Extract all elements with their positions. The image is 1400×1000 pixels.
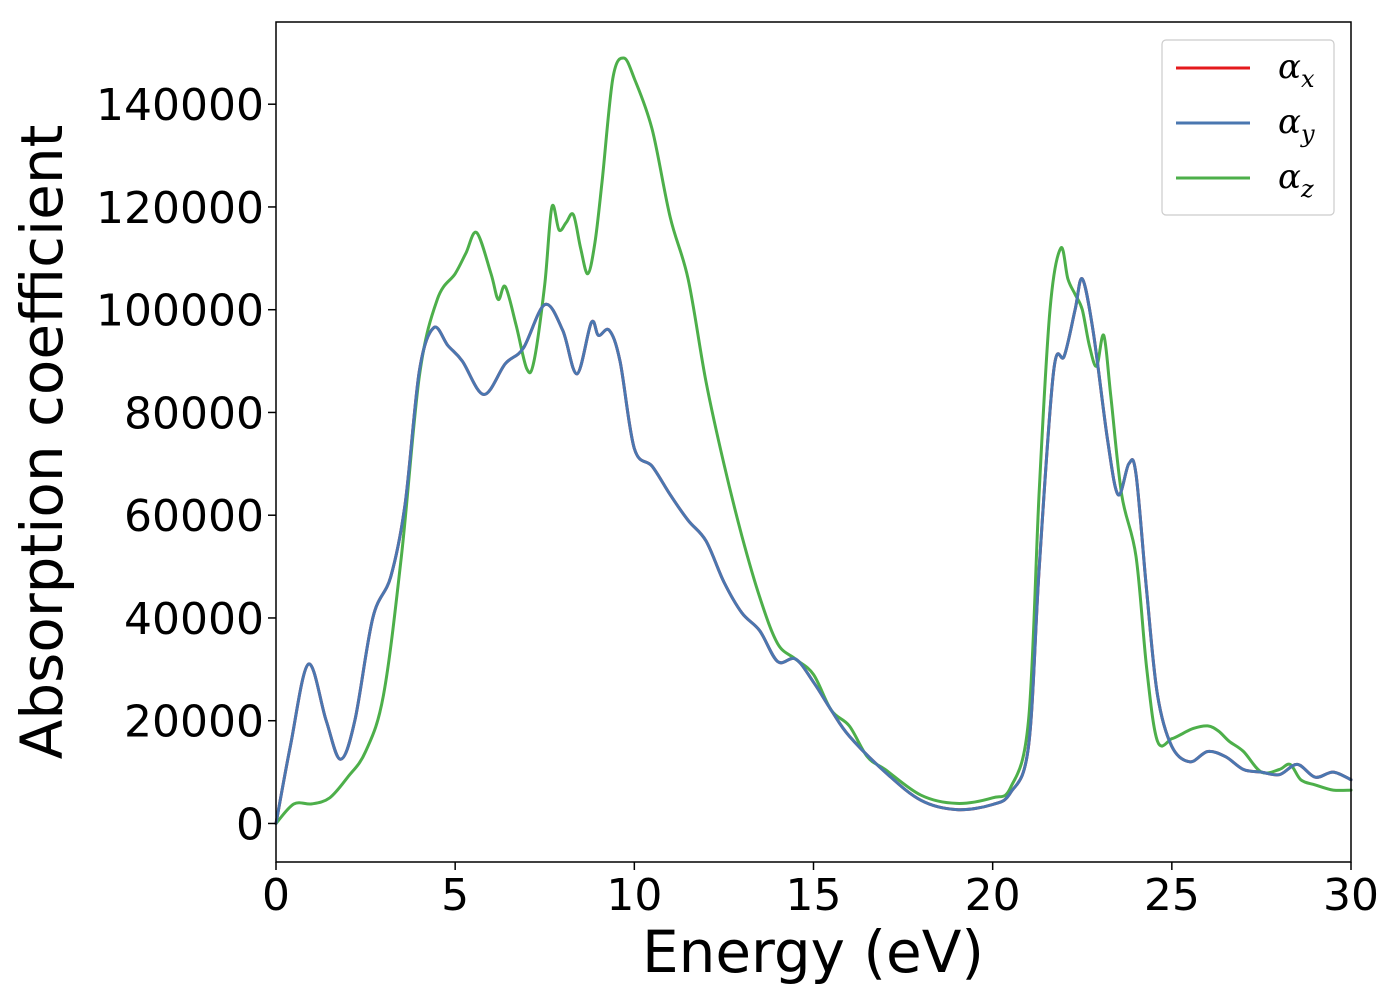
y-tick-label: 120000	[96, 183, 264, 234]
y-tick-label: 40000	[124, 594, 264, 645]
legend-label-y: αy	[1278, 102, 1315, 148]
x-tick-label: 10	[606, 870, 662, 921]
x-tick-label: 5	[441, 870, 469, 921]
x-axis-ticks: 0 5 10 15 20 25 30	[262, 862, 1379, 921]
x-tick-label: 0	[262, 870, 290, 921]
legend-subscript: z	[1300, 175, 1314, 203]
x-axis-title: Energy (eV)	[642, 918, 984, 986]
legend-box	[1161, 39, 1335, 216]
series-line-z	[274, 56, 1353, 825]
y-axis-title: Absorption coefficient	[8, 125, 76, 760]
legend-label-x: αx	[1278, 47, 1315, 93]
series-lines	[274, 56, 1353, 825]
y-tick-label: 140000	[96, 80, 264, 131]
legend-subscript: y	[1300, 120, 1315, 148]
legend-label-z: αz	[1278, 157, 1314, 203]
x-tick-label: 15	[786, 870, 842, 921]
legend-symbol: α	[1278, 157, 1301, 197]
y-tick-label: 60000	[124, 491, 264, 542]
legend-subscript: x	[1301, 65, 1315, 93]
series-line-y	[274, 277, 1353, 825]
legend-symbol: α	[1278, 102, 1301, 142]
y-tick-label: 20000	[124, 697, 264, 748]
x-tick-label: 25	[1144, 870, 1200, 921]
y-axis-ticks: 0 20000 40000 60000 80000 100000 120000 140000	[96, 80, 276, 850]
y-tick-label: 80000	[124, 388, 264, 439]
y-tick-label: 0	[236, 799, 264, 850]
y-tick-label: 100000	[96, 286, 264, 337]
x-tick-label: 20	[965, 870, 1021, 921]
legend-symbol: α	[1278, 47, 1301, 87]
x-tick-label: 30	[1323, 870, 1379, 921]
